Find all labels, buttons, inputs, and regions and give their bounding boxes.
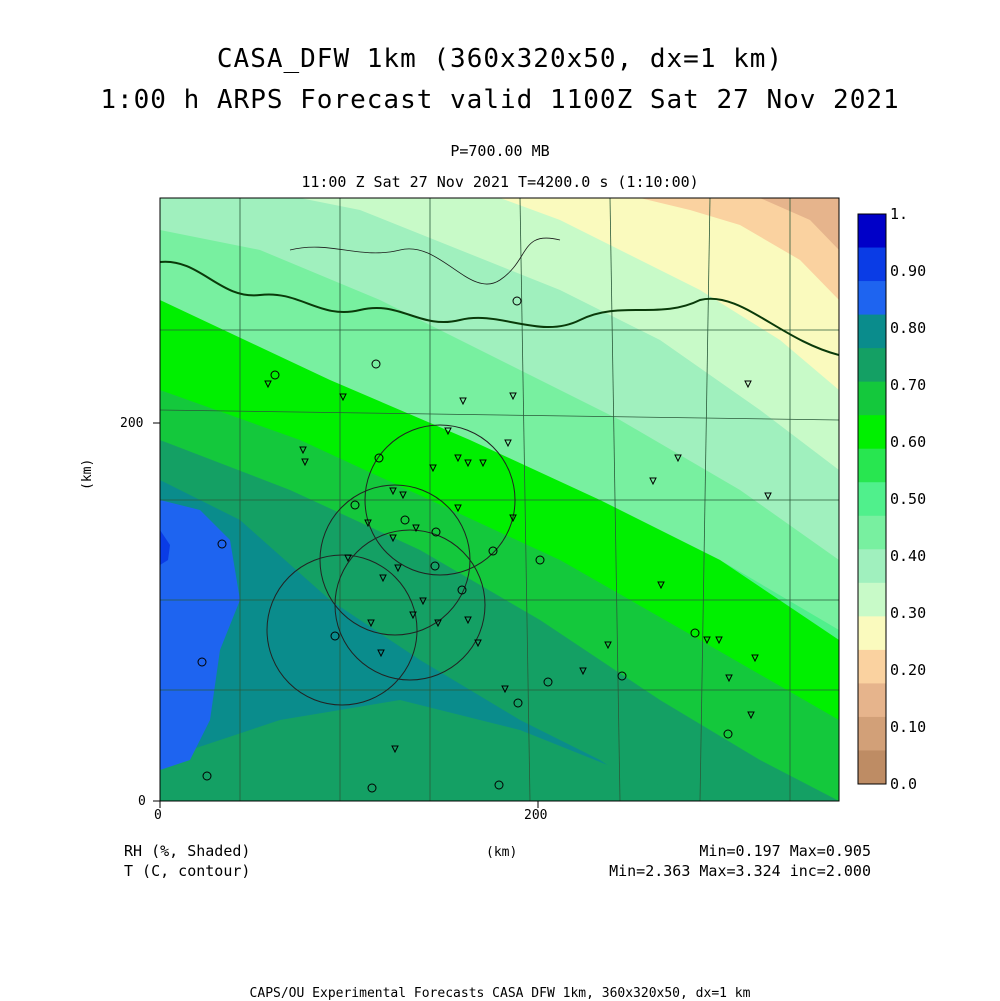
y-tick-0: 0 xyxy=(138,794,146,809)
colorbar-swatch xyxy=(858,482,886,517)
colorbar-swatch xyxy=(858,716,886,751)
colorbar-swatch xyxy=(858,683,886,718)
field1-label: RH (%, Shaded) xyxy=(124,842,251,860)
colorbar-swatch xyxy=(858,515,886,550)
colorbar-label: 0.0 xyxy=(890,775,918,793)
colorbar-swatch xyxy=(858,314,886,349)
colorbar-label: 0.90 xyxy=(890,262,927,280)
y-axis-label: (km) xyxy=(80,458,95,490)
colorbar xyxy=(857,213,887,785)
field1-stats: Min=0.197 Max=0.905 xyxy=(699,842,871,860)
colorbar-label: 0.70 xyxy=(890,376,927,394)
colorbar-swatch xyxy=(858,582,886,617)
field2-stats: Min=2.363 Max=3.324 inc=2.000 xyxy=(609,862,871,880)
temperature-contour xyxy=(289,237,561,285)
x-tick-0: 0 xyxy=(154,808,162,823)
colorbar-swatch xyxy=(858,415,886,450)
x-axis-label: (km) xyxy=(486,845,518,860)
field2-label: T (C, contour) xyxy=(124,862,251,880)
colorbar-swatch xyxy=(858,649,886,684)
colorbar-label: 1. xyxy=(890,205,909,223)
pressure-level: P=700.00 MB xyxy=(450,142,550,160)
x-tick-200: 200 xyxy=(524,808,548,823)
colorbar-label: 0.20 xyxy=(890,661,927,679)
title-line-1: CASA_DFW 1km (360x320x50, dx=1 km) xyxy=(216,44,784,74)
rh-shaded-field xyxy=(160,198,839,801)
footer-credit: CAPS/OU Experimental Forecasts CASA DFW … xyxy=(249,986,751,1001)
colorbar-swatch xyxy=(858,448,886,483)
valid-time: 11:00 Z Sat 27 Nov 2021 T=4200.0 s (1:10… xyxy=(301,173,699,191)
state-border xyxy=(160,260,839,356)
title-line-2: 1:00 h ARPS Forecast valid 1100Z Sat 27 … xyxy=(100,85,900,115)
plot-frame xyxy=(159,197,840,802)
colorbar-swatch xyxy=(858,549,886,584)
colorbar-label: 0.10 xyxy=(890,718,927,736)
colorbar-frame xyxy=(857,213,887,785)
colorbar-label: 0.30 xyxy=(890,604,927,622)
colorbar-swatch xyxy=(858,247,886,282)
colorbar-swatch xyxy=(858,281,886,316)
colorbar-label: 0.40 xyxy=(890,547,927,565)
colorbar-swatch xyxy=(858,381,886,416)
colorbar-label: 0.80 xyxy=(890,319,927,337)
colorbar-swatch xyxy=(858,616,886,651)
radar-rings xyxy=(266,424,516,706)
colorbar-label: 0.60 xyxy=(890,433,927,451)
colorbar-swatch xyxy=(858,750,886,785)
station-markers xyxy=(197,296,772,793)
colorbar-swatch xyxy=(858,214,886,249)
colorbar-label: 0.50 xyxy=(890,490,927,508)
axis-ticks xyxy=(153,422,539,808)
colorbar-swatch xyxy=(858,348,886,383)
county-lines xyxy=(160,198,839,801)
y-tick-200: 200 xyxy=(120,416,144,431)
